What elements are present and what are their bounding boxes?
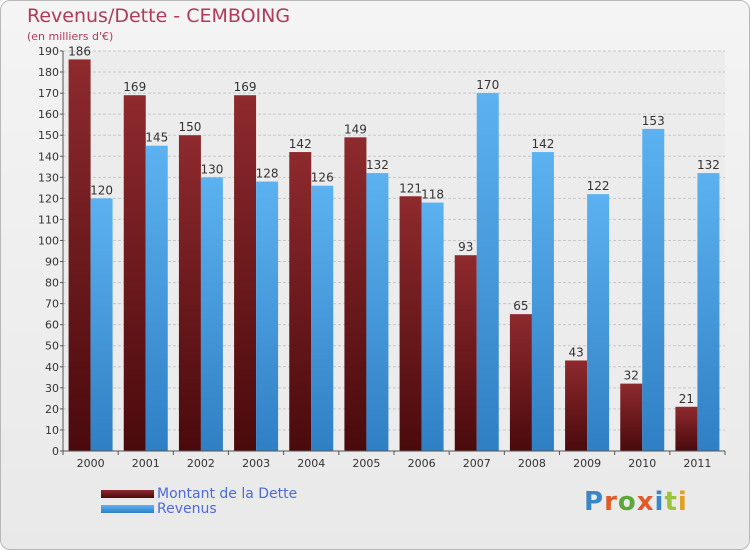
- y-tick-label: 90: [45, 256, 59, 269]
- value-label-debt: 93: [458, 240, 473, 254]
- value-label-revenue: 145: [145, 131, 168, 145]
- logo-letter: i: [654, 487, 665, 517]
- y-tick-label: 10: [45, 424, 59, 437]
- legend-label-revenue: Revenus: [157, 501, 217, 517]
- x-tick-label: 2008: [518, 457, 546, 470]
- x-tick-label: 2006: [408, 457, 436, 470]
- chart-subtitle: (en milliers d'€): [27, 30, 114, 43]
- logo-letter: i: [677, 487, 688, 517]
- value-label-debt: 65: [513, 299, 528, 313]
- x-tick-label: 2009: [573, 457, 601, 470]
- value-label-debt: 43: [568, 345, 583, 359]
- plot-area: [63, 51, 725, 451]
- bar-revenue: [421, 202, 444, 451]
- value-label-debt: 32: [624, 369, 639, 383]
- bar-revenue: [256, 181, 279, 452]
- value-label-revenue: 132: [697, 158, 720, 172]
- x-tick-label: 2004: [297, 457, 325, 470]
- value-label-debt: 169: [234, 80, 257, 94]
- x-tick-label: 2005: [352, 457, 380, 470]
- logo-letter: x: [636, 487, 655, 517]
- bar-debt: [178, 135, 201, 452]
- x-tick-label: 2010: [628, 457, 656, 470]
- y-tick-label: 140: [38, 150, 59, 163]
- legend-label-debt: Montant de la Dette: [157, 486, 298, 502]
- y-tick-label: 160: [38, 108, 59, 121]
- value-label-revenue: 142: [531, 137, 554, 151]
- value-label-revenue: 122: [587, 179, 610, 193]
- bar-debt: [344, 137, 367, 451]
- x-tick-label: 2011: [683, 457, 711, 470]
- value-label-revenue: 153: [642, 114, 665, 128]
- y-tick-label: 130: [38, 171, 59, 184]
- bar-debt: [234, 95, 257, 452]
- y-tick-label: 120: [38, 192, 59, 205]
- legend-swatch-revenue: [101, 505, 154, 513]
- y-tick-label: 150: [38, 129, 59, 142]
- y-tick-label: 110: [38, 213, 59, 226]
- bar-revenue: [642, 128, 665, 451]
- bar-revenue: [531, 152, 554, 452]
- logo-letter: P: [584, 487, 605, 517]
- y-tick-label: 170: [38, 87, 59, 100]
- y-tick-label: 80: [45, 277, 59, 290]
- y-tick-label: 50: [45, 340, 59, 353]
- bar-revenue: [476, 93, 499, 452]
- x-tick-label: 2007: [463, 457, 491, 470]
- y-tick-label: 30: [45, 382, 59, 395]
- value-label-revenue: 120: [90, 183, 113, 197]
- bar-revenue: [90, 198, 113, 451]
- bar-debt: [123, 95, 146, 452]
- x-tick-label: 2002: [187, 457, 215, 470]
- bar-revenue: [200, 177, 223, 451]
- bar-debt: [289, 152, 312, 452]
- x-tick-label: 2000: [77, 457, 105, 470]
- bar-debt: [565, 360, 588, 451]
- value-label-debt: 150: [178, 120, 201, 134]
- value-label-debt: 142: [289, 137, 312, 151]
- value-label-debt: 149: [344, 122, 367, 136]
- bar-debt: [509, 314, 532, 451]
- bar-debt: [675, 406, 698, 451]
- bar-debt: [620, 383, 643, 451]
- logo-letter: r: [604, 487, 618, 517]
- value-label-revenue: 132: [366, 158, 389, 172]
- x-tick-label: 2003: [242, 457, 270, 470]
- logo-letter: t: [664, 487, 678, 517]
- value-label-revenue: 170: [476, 78, 499, 92]
- y-tick-label: 60: [45, 319, 59, 332]
- value-label-debt: 121: [399, 181, 422, 195]
- y-tick-label: 190: [38, 45, 59, 58]
- y-tick-label: 100: [38, 234, 59, 247]
- logo-letter: o: [617, 487, 637, 517]
- bar-revenue: [587, 194, 610, 451]
- chart-title: Revenus/Dette - CEMBOING: [27, 5, 291, 27]
- bar-revenue: [145, 145, 168, 451]
- value-label-revenue: 128: [256, 167, 279, 181]
- value-label-debt: 21: [679, 392, 694, 406]
- value-label-debt: 186: [68, 44, 91, 58]
- legend-swatch-debt: [101, 490, 154, 498]
- bar-revenue: [697, 173, 720, 451]
- value-label-revenue: 130: [200, 162, 223, 176]
- y-tick-label: 40: [45, 361, 59, 374]
- value-label-revenue: 118: [421, 188, 444, 202]
- y-tick-label: 180: [38, 66, 59, 79]
- y-tick-label: 20: [45, 403, 59, 416]
- bar-debt: [68, 59, 91, 451]
- y-tick-label: 70: [45, 298, 59, 311]
- bar-debt: [454, 255, 477, 451]
- value-label-revenue: 126: [311, 171, 334, 185]
- bar-revenue: [366, 173, 389, 451]
- proxiti-logo: Proxiti: [584, 487, 688, 517]
- bar-revenue: [311, 185, 334, 451]
- bar-debt: [399, 196, 422, 451]
- value-label-debt: 169: [123, 80, 146, 94]
- x-tick-label: 2001: [132, 457, 160, 470]
- y-tick-label: 0: [52, 445, 59, 458]
